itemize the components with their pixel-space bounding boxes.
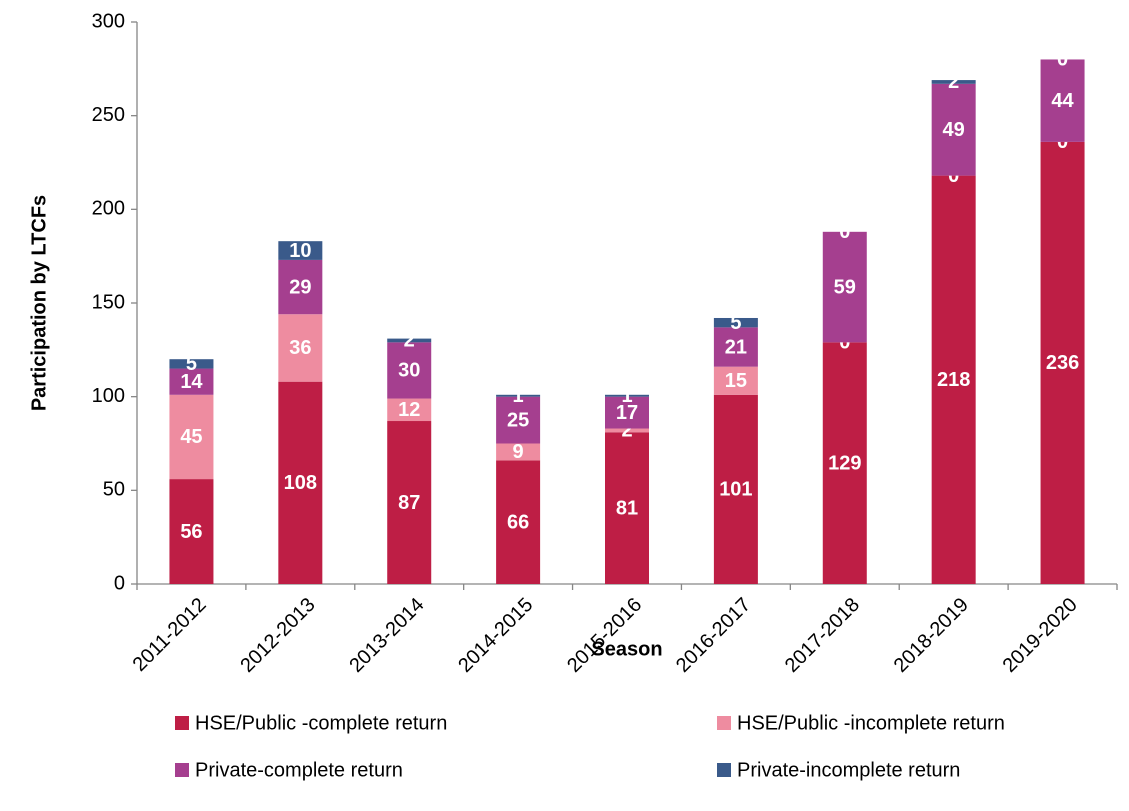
bar-segment: [387, 398, 432, 422]
x-tick-label: 2012-2013: [236, 594, 319, 677]
bar-segment: [278, 241, 323, 260]
y-tick-label: 100: [92, 385, 125, 407]
data-label: 0: [1057, 131, 1068, 153]
x-tick-label: 2018-2019: [890, 594, 973, 677]
legend-swatch: [717, 716, 731, 730]
bar-segment: [1040, 141, 1085, 585]
data-label: 17: [616, 402, 638, 424]
x-axis-title: Season: [591, 638, 662, 660]
legend-label: HSE/Public -complete return: [195, 712, 447, 734]
data-label: 56: [180, 521, 202, 543]
x-tick-label: 2016-2017: [672, 594, 755, 677]
bar-segment: [1040, 59, 1085, 142]
y-tick-label: 200: [92, 198, 125, 220]
bar-segment: [387, 421, 432, 584]
legend-label: Private-complete return: [195, 759, 403, 781]
bar-segment: [931, 175, 976, 584]
x-tick-label: 2019-2020: [999, 594, 1082, 677]
x-tick-label: 2011-2012: [129, 594, 211, 676]
data-label: 1: [513, 385, 524, 407]
data-label: 101: [719, 479, 752, 501]
data-label: 81: [616, 497, 638, 519]
data-label: 0: [839, 221, 850, 243]
bar-segment: [496, 443, 541, 461]
bar-segment: [822, 231, 867, 343]
legend-swatch: [175, 716, 189, 730]
data-label: 87: [398, 492, 420, 514]
y-tick-label: 150: [92, 291, 125, 313]
data-label: 49: [943, 119, 965, 141]
bar-segment: [931, 83, 976, 176]
data-label: 21: [725, 336, 747, 358]
data-label: 0: [1057, 49, 1068, 71]
y-tick-label: 0: [114, 572, 125, 594]
data-label: 1: [621, 385, 632, 407]
bar-segment: [713, 366, 758, 395]
legend-label: HSE/Public -incomplete return: [737, 712, 1005, 734]
bar-segment: [605, 428, 649, 433]
data-label: 0: [948, 165, 959, 187]
x-tick-label: 2015-2016: [563, 594, 646, 677]
bar-segment: [713, 394, 758, 584]
data-label: 108: [284, 472, 317, 494]
bar-segment: [496, 396, 541, 444]
legend-swatch: [175, 763, 189, 777]
data-label: 36: [289, 337, 311, 359]
data-label: 2: [948, 71, 959, 93]
data-label: 29: [289, 276, 311, 298]
data-label: 59: [834, 276, 856, 298]
bar-segment: [169, 479, 214, 584]
x-tick-label: 2014-2015: [454, 594, 537, 677]
bar-segment: [822, 342, 867, 584]
data-label: 236: [1046, 352, 1079, 374]
y-axis-title: Participation by LTCFs: [28, 195, 50, 411]
data-label: 30: [398, 360, 420, 382]
x-tick-label: 2013-2014: [345, 594, 428, 677]
y-tick-label: 300: [92, 10, 125, 32]
data-label: 2: [404, 330, 415, 352]
data-label: 15: [725, 370, 747, 392]
legend-swatch: [717, 763, 731, 777]
data-label: 10: [289, 240, 311, 262]
data-label: 9: [513, 441, 524, 463]
data-label: 25: [507, 409, 529, 431]
bar-segment: [605, 432, 649, 584]
data-label: 5: [730, 312, 741, 334]
data-label: 66: [507, 511, 529, 533]
data-label: 218: [937, 369, 970, 391]
legend-label: Private-incomplete return: [737, 759, 960, 781]
bar-segment: [605, 394, 649, 397]
data-label: 2: [621, 420, 632, 442]
bar-segment: [496, 460, 541, 584]
data-label: 12: [398, 399, 420, 421]
bar-segment: [278, 259, 323, 315]
bar-segment: [278, 314, 323, 382]
data-label: 14: [180, 371, 203, 393]
bar-segment: [278, 381, 323, 584]
bar-segment: [169, 359, 214, 369]
data-label: 129: [828, 452, 861, 474]
y-tick-label: 250: [92, 104, 125, 126]
data-label: 44: [1051, 90, 1074, 112]
data-label: 5: [186, 353, 197, 375]
data-label: 0: [839, 332, 850, 354]
data-label: 45: [180, 426, 202, 448]
bar-segment: [713, 317, 758, 328]
bar-segment: [713, 327, 758, 367]
y-tick-label: 50: [103, 479, 125, 501]
bar-segment: [169, 394, 214, 480]
bar-segment: [605, 396, 649, 429]
x-tick-label: 2017-2018: [781, 594, 864, 677]
bar-segment: [387, 342, 432, 399]
bar-segment: [496, 394, 541, 397]
bar-segment: [387, 338, 432, 343]
bar-segment: [931, 80, 976, 84]
bar-segment: [169, 368, 214, 395]
